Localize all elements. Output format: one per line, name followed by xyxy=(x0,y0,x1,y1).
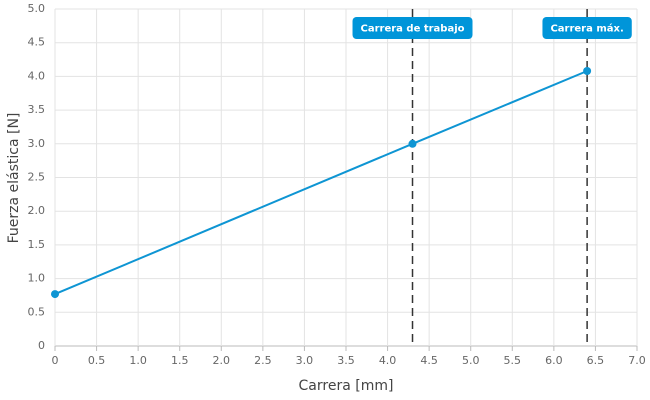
x-tick-label: 0.5 xyxy=(88,354,106,367)
y-tick-label: 5.0 xyxy=(28,2,46,15)
y-tick-label: 4.5 xyxy=(28,36,46,49)
y-tick-label: 4.0 xyxy=(28,69,46,82)
x-tick-label: 6.0 xyxy=(545,354,563,367)
annotation: Carrera máx. xyxy=(542,17,632,39)
y-tick-label: 3.5 xyxy=(28,103,46,116)
y-tick-label: 1.5 xyxy=(28,238,46,251)
y-tick-label: 3.0 xyxy=(28,137,46,150)
data-point xyxy=(408,139,417,148)
y-axis-title: Fuerza elástica [N] xyxy=(6,113,22,244)
x-tick-label: 3.0 xyxy=(296,354,314,367)
x-tick-label: 5.0 xyxy=(462,354,480,367)
x-tick-label: 1.5 xyxy=(171,354,189,367)
annotation-box xyxy=(352,17,473,39)
x-tick-label: 6.5 xyxy=(587,354,605,367)
x-axis-title: Carrera [mm] xyxy=(299,378,394,394)
series-line xyxy=(54,70,588,296)
annotation-label: Carrera de trabajo xyxy=(361,24,465,35)
annotation: Carrera de trabajo xyxy=(352,17,473,39)
x-tick-label: 2.0 xyxy=(213,354,231,367)
data-point xyxy=(51,290,59,299)
annotation-box xyxy=(542,17,632,39)
y-tick-label: 1.0 xyxy=(28,272,46,285)
x-tick-label: 1.0 xyxy=(129,354,147,367)
y-tick-label: 2.0 xyxy=(28,204,46,217)
x-tick-label: 7.0 xyxy=(628,354,646,367)
x-tick-label: 4.0 xyxy=(379,354,397,367)
y-tick-label: 2.5 xyxy=(28,171,46,184)
x-tick-label: 3.5 xyxy=(337,354,355,367)
x-tick-label: 0 xyxy=(52,354,59,367)
data-point xyxy=(583,67,592,76)
x-tick-label: 4.5 xyxy=(420,354,438,367)
y-tick-label: 0.5 xyxy=(28,305,46,318)
x-tick-label: 5.5 xyxy=(504,354,522,367)
y-tick-label: 0 xyxy=(38,339,45,352)
x-tick-label: 2.5 xyxy=(254,354,272,367)
annotation-label: Carrera máx. xyxy=(550,23,623,35)
